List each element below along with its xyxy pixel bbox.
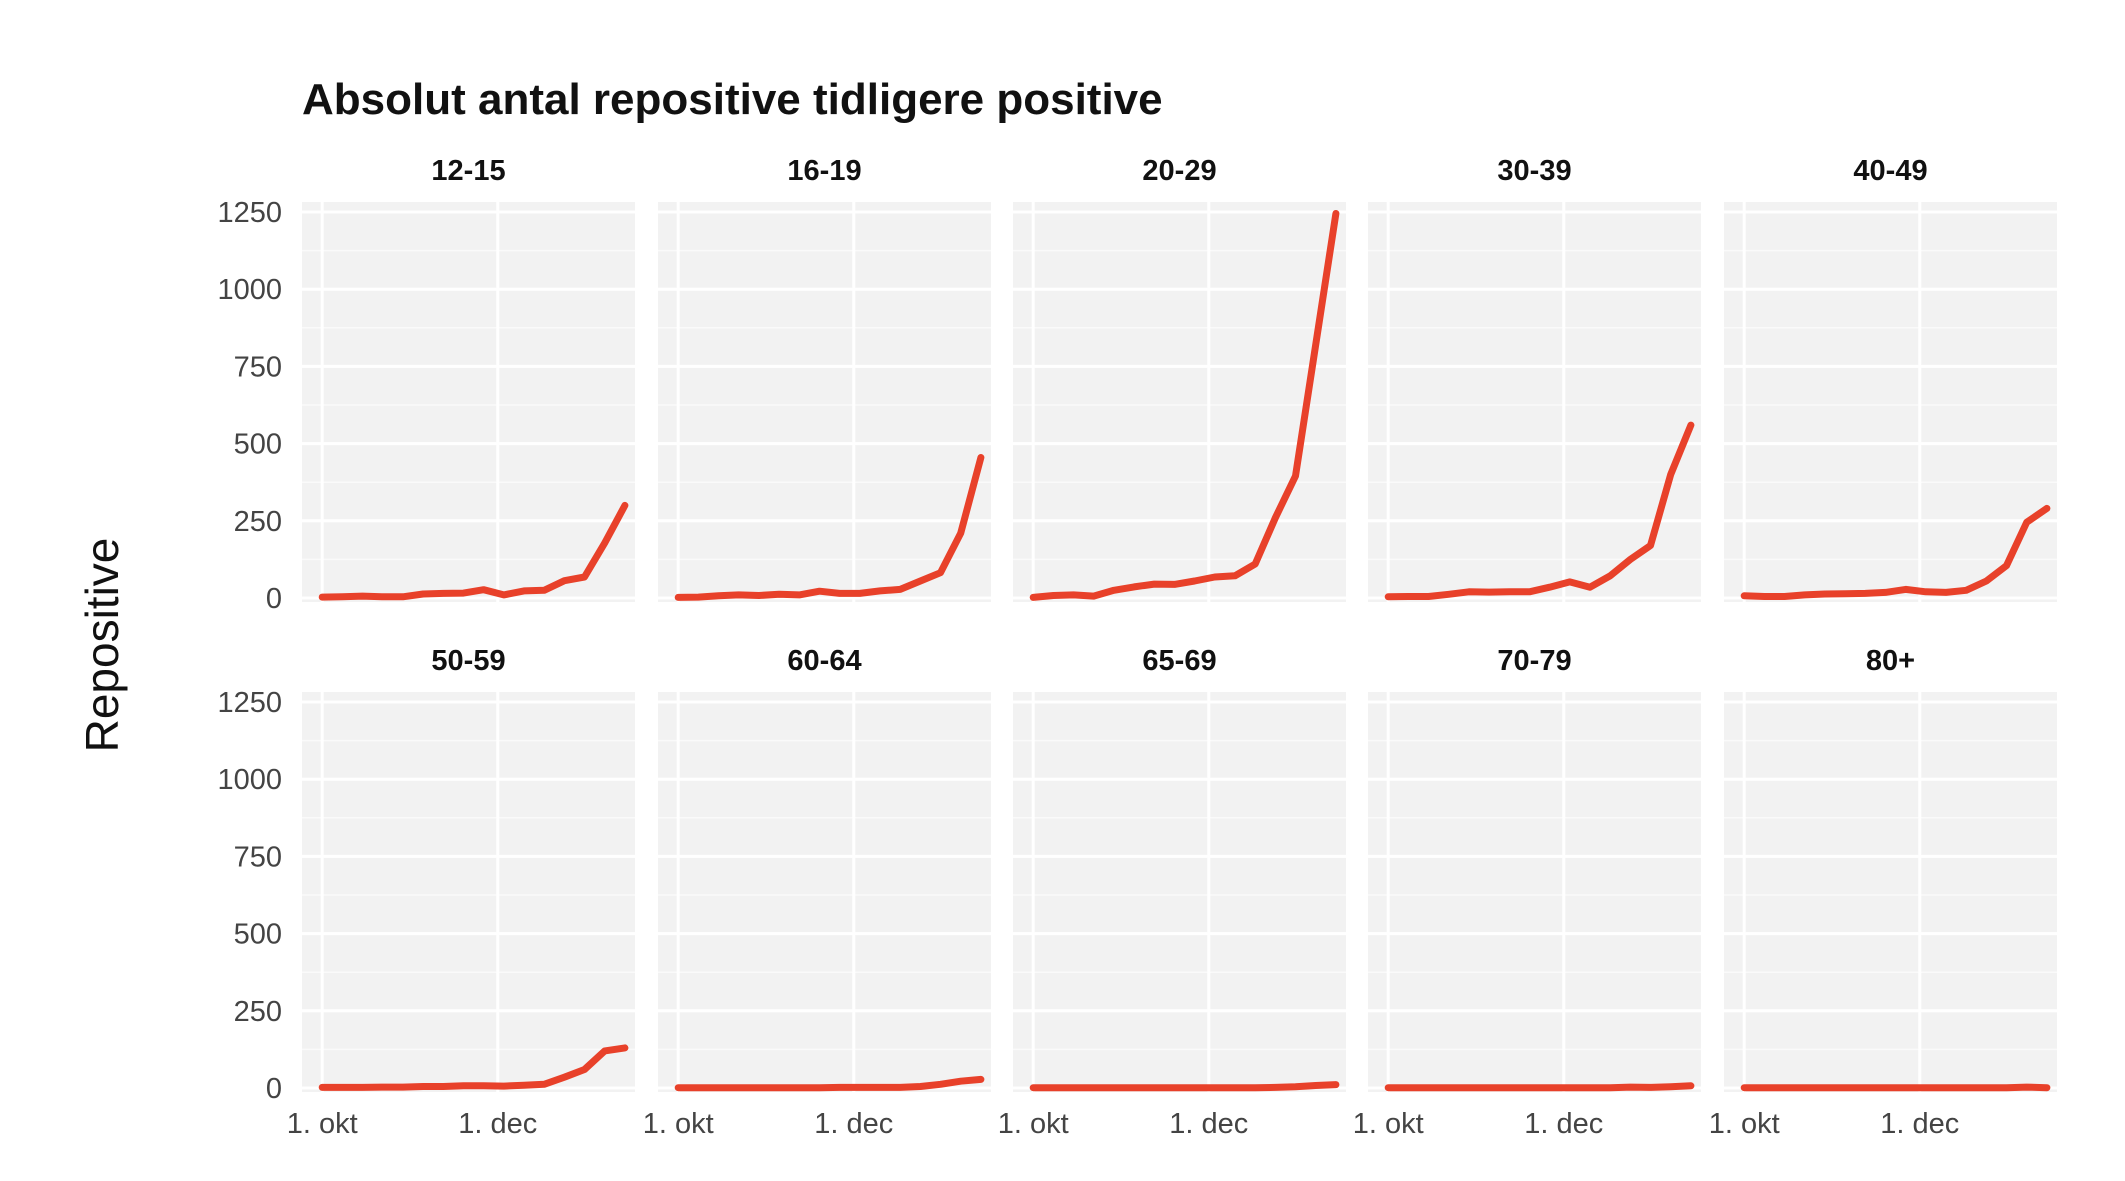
x-tick-label: 1. dec [1169,1108,1248,1140]
y-tick-label: 750 [234,351,282,383]
x-tick-label: 1. dec [1524,1108,1603,1140]
panel-background [1724,692,2057,1092]
y-tick-label: 750 [234,841,282,873]
series-line-50-59 [318,1044,629,1091]
x-tick-label: 1. okt [287,1108,358,1140]
panel-background [1724,202,2057,602]
panel-20-29: 20-29 [1013,155,1346,602]
y-axis-label: Repositive [76,538,128,753]
facet-label: 50-59 [431,645,505,677]
panel-background [1368,202,1701,602]
y-tick-label: 1250 [217,197,282,229]
x-tick-label: 1. okt [1353,1108,1424,1140]
panel-background [1368,692,1701,1092]
series-line-20-29 [1029,210,1340,601]
series-line-30-39 [1384,421,1695,601]
panel-background [302,692,635,1092]
panel-background [658,692,991,1092]
panel-65-69: 65-69 1. okt 1. dec [998,645,1346,1140]
y-tick-label: 250 [234,506,282,538]
panel-50-59: 50-59 0 250 500 750 1000 1250 1. okt 1. dec [217,645,635,1140]
series-line-60-64 [674,1075,985,1092]
panel-40-49: 40-49 [1724,155,2057,602]
series-line-70-79 [1384,1082,1695,1092]
y-tick-label: 1250 [217,687,282,719]
x-tick-label: 1. okt [998,1108,1069,1140]
panel-12-15: 12-15 0 250 500 750 1000 1250 [217,155,635,615]
facet-panels: 12-15 0 250 500 750 1000 1250 16-19 20-29 30-39 40… [217,155,2057,1140]
series-line-12-15 [318,501,629,601]
panel-16-19: 16-19 [658,155,991,602]
panel-background [1013,202,1346,602]
facet-label: 80+ [1866,645,1915,677]
series-line-40-49 [1740,504,2051,600]
y-tick-label: 0 [266,1073,282,1105]
panel-30-39: 30-39 [1368,155,1701,602]
panel-background [302,202,635,602]
y-tick-label: 500 [234,429,282,461]
panel-background [658,202,991,602]
x-tick-label: 1. okt [643,1108,714,1140]
x-tick-label: 1. dec [1880,1108,1959,1140]
panel-60-64: 60-64 1. okt 1. dec [643,645,991,1140]
x-tick-label: 1. dec [458,1108,537,1140]
x-tick-label: 1. dec [814,1108,893,1140]
facet-label: 40-49 [1853,155,1927,187]
series-line-80+ [1740,1083,2051,1092]
series-line-16-19 [674,454,985,601]
chart-title: Absolut antal repositive tidligere posit… [302,75,1163,124]
panel-80+: 80+ 1. okt 1. dec [1709,645,2057,1140]
x-tick-label: 1. okt [1709,1108,1780,1140]
facet-label: 65-69 [1142,645,1216,677]
y-tick-label: 250 [234,996,282,1028]
facet-label: 12-15 [431,155,505,187]
series-line-65-69 [1029,1081,1340,1092]
panel-70-79: 70-79 1. okt 1. dec [1353,645,1701,1140]
facet-label: 20-29 [1142,155,1216,187]
facet-label: 60-64 [787,645,861,677]
y-tick-label: 0 [266,583,282,615]
y-tick-label: 500 [234,919,282,951]
facet-label: 30-39 [1497,155,1571,187]
facet-label: 16-19 [787,155,861,187]
y-tick-label: 1000 [217,764,282,796]
panel-background [1013,692,1346,1092]
facet-label: 70-79 [1497,645,1571,677]
y-tick-label: 1000 [217,274,282,306]
